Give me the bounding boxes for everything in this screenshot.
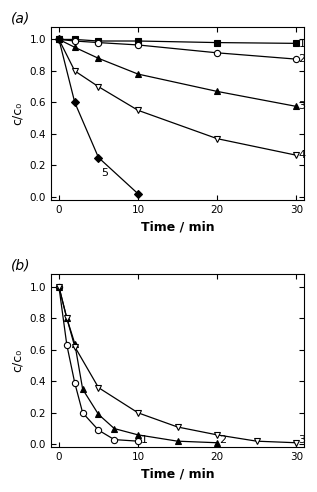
Text: (a): (a) [10,11,30,25]
Y-axis label: c/c₀: c/c₀ [11,349,24,372]
X-axis label: Time / min: Time / min [141,468,214,481]
Text: 4: 4 [299,150,306,160]
Text: (b): (b) [10,258,30,273]
Text: 2: 2 [219,435,227,445]
Text: 2: 2 [299,54,306,64]
Text: 1: 1 [299,39,306,49]
Y-axis label: c/c₀: c/c₀ [11,102,24,125]
Text: 1: 1 [140,435,147,445]
Text: 5: 5 [101,167,108,178]
Text: 3: 3 [299,435,306,445]
Text: 3: 3 [299,101,306,111]
X-axis label: Time / min: Time / min [141,220,214,234]
